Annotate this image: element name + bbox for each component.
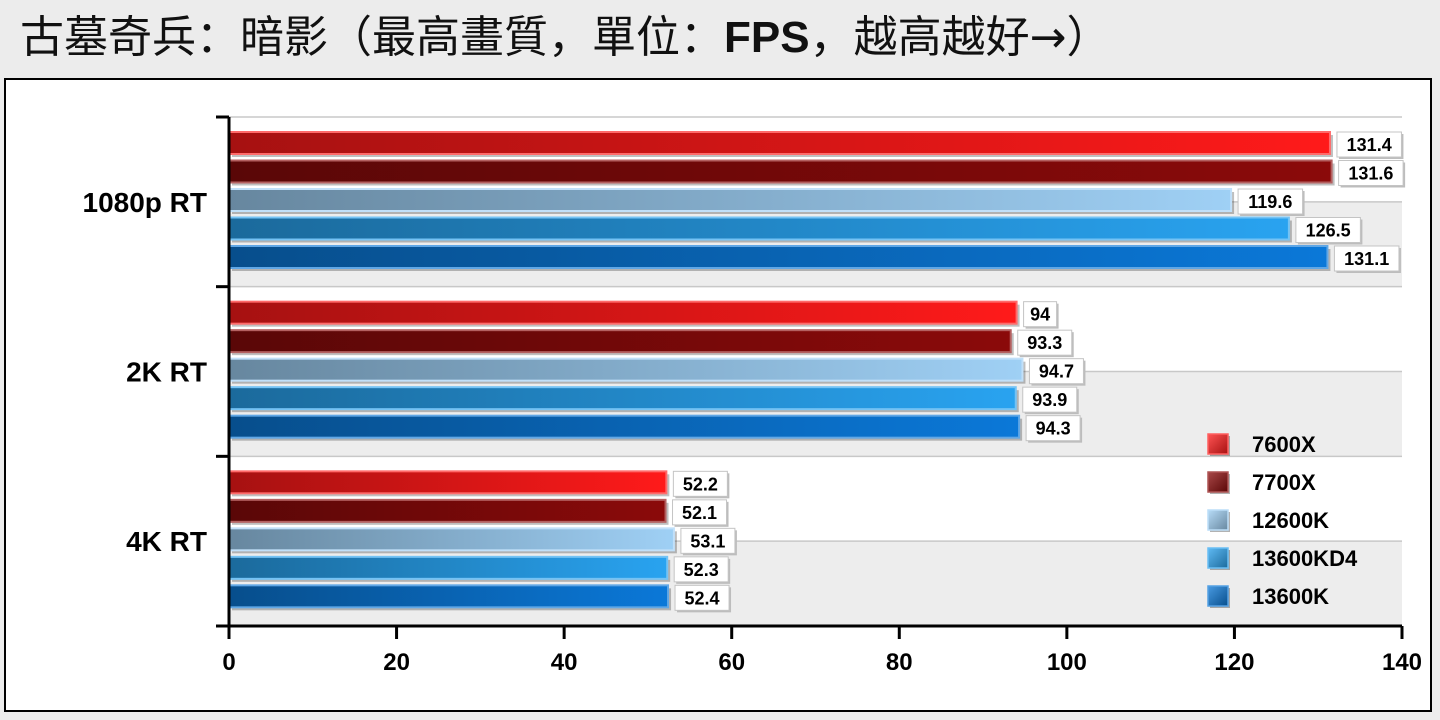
data-label-box [672, 470, 728, 497]
bar-7700X-1080p-RT [228, 159, 1333, 184]
legend-label: 13600K [1252, 584, 1329, 609]
bar-7600X-1080p-RT [228, 131, 1331, 155]
title-suffix: ，越高越好→） [809, 12, 1111, 63]
data-label: 131.4 [1347, 135, 1392, 155]
category-label: 4K RT [126, 526, 207, 557]
x-tick-label: 0 [222, 649, 235, 676]
legend-swatch-7700X [1207, 471, 1229, 493]
x-tick-label: 100 [1047, 649, 1087, 676]
data-label: 94 [1030, 305, 1050, 325]
bar-13600K-4K-RT [228, 584, 670, 609]
data-label: 131.6 [1348, 164, 1393, 184]
data-label-box [1338, 160, 1404, 186]
data-label: 126.5 [1306, 221, 1351, 241]
data-label-box [1237, 188, 1304, 215]
bar-7600X-4K-RT [228, 470, 668, 495]
data-label: 93.3 [1027, 333, 1062, 353]
title-unit: FPS [724, 13, 810, 62]
data-label: 52.3 [684, 560, 719, 580]
data-label-box [1023, 301, 1058, 328]
data-label: 119.6 [1248, 192, 1292, 212]
data-label: 93.9 [1032, 390, 1067, 410]
data-label-box [1333, 245, 1400, 272]
x-tick-label: 140 [1382, 649, 1422, 676]
bar-12600K-1080p-RT [228, 188, 1233, 212]
data-label: 94.7 [1039, 362, 1074, 382]
x-tick-label: 60 [718, 649, 745, 676]
plot-band [229, 541, 1402, 626]
legend-label: 12600K [1252, 508, 1329, 533]
data-label-box [1022, 386, 1078, 413]
x-tick-label: 120 [1214, 649, 1254, 676]
data-label-box [674, 584, 730, 611]
bar-13600K-1080p-RT [228, 245, 1329, 269]
bar-12600K-2K-RT [228, 357, 1024, 382]
data-label-box [672, 499, 728, 526]
data-label: 94.3 [1036, 419, 1071, 439]
data-label: 52.4 [685, 588, 720, 608]
data-label: 52.1 [682, 503, 717, 523]
data-label-box [1336, 131, 1402, 158]
bar-13600KD4-2K-RT [228, 386, 1017, 411]
legend-swatch-7600X [1207, 433, 1229, 455]
bar-12600K-4K-RT [228, 527, 675, 552]
category-label: 2K RT [126, 357, 207, 388]
data-label: 52.2 [683, 474, 718, 494]
legend-label: 7700X [1252, 470, 1316, 495]
bar-13600KD4-4K-RT [228, 555, 669, 580]
plot-band [229, 371, 1402, 457]
legend-swatch-13600KD4 [1207, 547, 1229, 569]
data-label-box [1295, 217, 1361, 243]
bar-13600K-2K-RT [228, 414, 1021, 439]
legend-swatch-13600K [1207, 585, 1229, 607]
bar-7700X-2K-RT [228, 329, 1012, 354]
legend-label: 13600KD4 [1252, 546, 1358, 571]
data-label-box [1017, 329, 1073, 356]
data-label-box [673, 556, 729, 583]
chart-title: 古墓奇兵：暗影（最高畫質，單位：FPS，越高越好→） [20, 6, 1110, 70]
category-label: 1080p RT [83, 187, 208, 218]
legend-swatch-12600K [1207, 509, 1229, 531]
data-label-box [680, 527, 736, 554]
data-label: 131.1 [1344, 249, 1389, 269]
x-tick-label: 80 [886, 649, 913, 676]
bar-7600X-2K-RT [228, 300, 1018, 325]
data-label-box [1025, 415, 1081, 442]
bar-7700X-4K-RT [228, 498, 667, 523]
bar-13600KD4-1080p-RT [228, 216, 1290, 241]
legend-label: 7600X [1252, 432, 1316, 457]
x-tick-label: 40 [551, 649, 578, 676]
title-prefix: 古墓奇兵：暗影（最高畫質，單位： [20, 12, 724, 63]
plot-band [229, 201, 1402, 287]
data-label: 53.1 [690, 531, 725, 551]
data-label-box [1028, 358, 1084, 385]
x-tick-label: 20 [383, 649, 410, 676]
